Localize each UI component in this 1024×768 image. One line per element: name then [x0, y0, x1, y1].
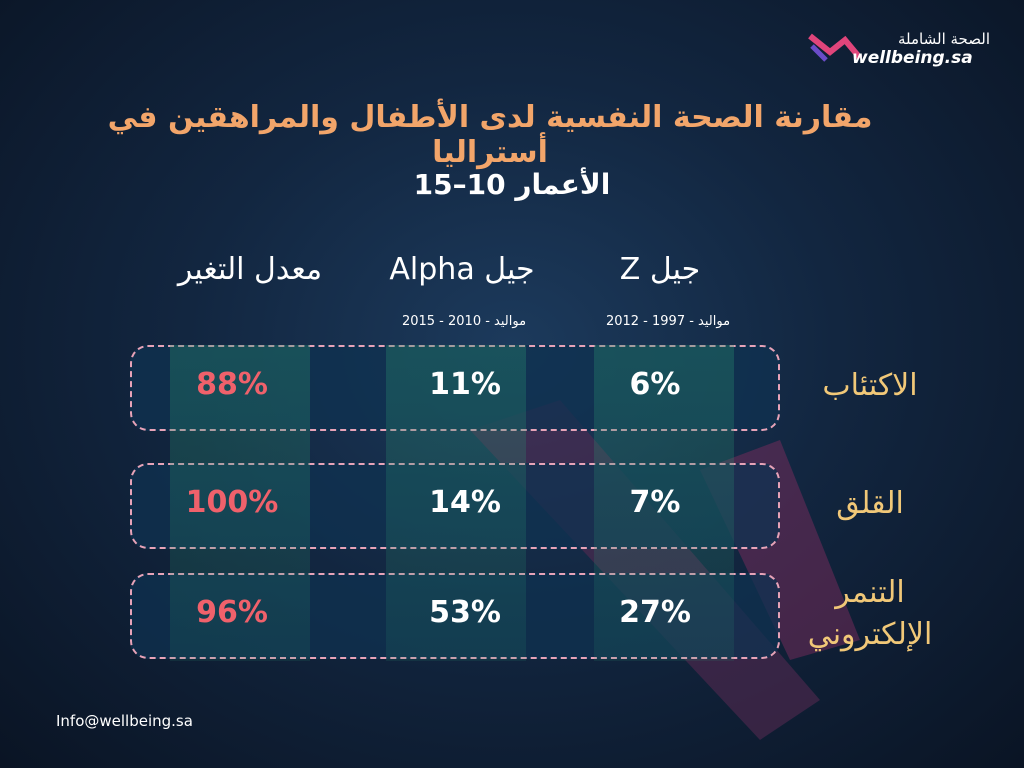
column-band: [594, 345, 734, 661]
row-label: التنمر الإلكتروني: [807, 575, 933, 652]
column-band: [170, 345, 310, 661]
table-cell: 100%: [185, 485, 279, 520]
column-header: معدل التغير: [177, 252, 323, 287]
table-cell: 88%: [196, 367, 268, 402]
table-cell: 11%: [429, 367, 501, 402]
table-cell: 53%: [429, 595, 501, 630]
logo-mark: [810, 44, 828, 62]
column-subheader: مواليد - 1997 - 2012: [605, 314, 731, 329]
table-cell: 14%: [429, 485, 501, 520]
title: مقارنة الصحة النفسية لدى الأطفال والمراه…: [107, 100, 873, 170]
column-header: جيل Z: [619, 252, 701, 287]
table-row: [130, 573, 780, 659]
table-cell: 7%: [629, 485, 681, 520]
logo-arabic: الصحة الشاملة: [898, 30, 990, 48]
logo-mark: [808, 33, 863, 60]
column-subheader: مواليد - 2010 - 2015: [401, 314, 527, 329]
column-band: [386, 345, 526, 661]
table-row: [130, 463, 780, 549]
column-header: جيل Alpha: [389, 252, 535, 287]
table-cell: 27%: [619, 595, 691, 630]
row-label: الاكتئاب: [822, 368, 918, 403]
logo-english: wellbeing.sa: [852, 48, 973, 68]
table-cell: 6%: [629, 367, 681, 402]
footer-email: Info@wellbeing.sa: [56, 712, 193, 730]
table-row: [130, 345, 780, 431]
subtitle: الأعمار 10–15: [413, 168, 611, 201]
table-cell: 96%: [196, 595, 268, 630]
row-label: القلق: [836, 486, 904, 521]
